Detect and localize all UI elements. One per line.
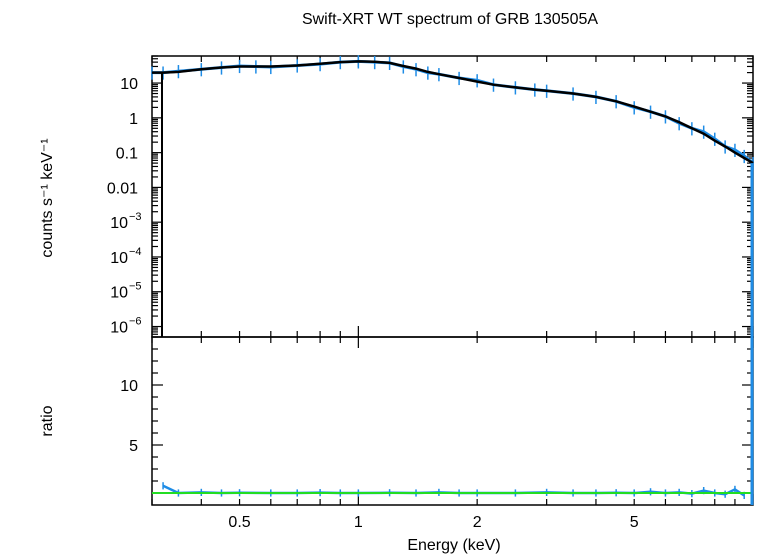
y-tick-label: 10 [120, 76, 138, 93]
bottom-panel-ticks: 0.5 1 2 5 5 10 [120, 337, 754, 531]
y-tick-label: 1 [129, 111, 138, 128]
y-tick-label: 10 [110, 320, 128, 337]
y-tick-label: 0.1 [116, 146, 138, 163]
top-y-axis-label: counts s⁻¹ keV⁻¹ [39, 138, 56, 257]
y-tick-label: 10 [110, 215, 128, 232]
top-panel-frame [151, 55, 754, 338]
x-axis-label: Energy (keV) [407, 537, 500, 554]
y-tick-label: 10 [110, 285, 128, 302]
model-series-line [152, 60, 754, 165]
y-tick-label: 10 [110, 250, 128, 267]
y-tick-label: 5 [129, 438, 138, 455]
y-tick-label: 10 [120, 378, 138, 395]
x-tick-label: 0.5 [228, 514, 250, 531]
y-tick-exponent: −5 [129, 281, 142, 293]
x-tick-label: 5 [630, 514, 639, 531]
y-tick-exponent: −6 [129, 316, 142, 328]
y-tick-label: 0.01 [107, 180, 138, 197]
x-tick-label: 2 [473, 514, 482, 531]
bottom-panel-series [152, 337, 754, 505]
chart-title: Swift-XRT WT spectrum of GRB 130505A [302, 11, 598, 28]
bottom-y-axis-label: ratio [39, 405, 56, 436]
x-tick-label: 1 [354, 514, 363, 531]
y-tick-exponent: −3 [129, 211, 142, 223]
bottom-panel-frame [151, 336, 754, 506]
top-panel-series [151, 55, 754, 337]
y-tick-exponent: −4 [129, 246, 142, 258]
